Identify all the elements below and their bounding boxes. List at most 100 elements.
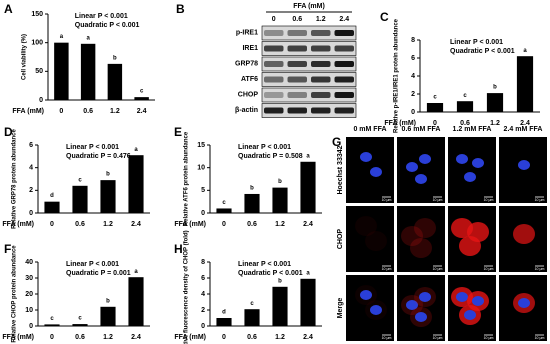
blot-band (287, 92, 307, 98)
blot-band (264, 45, 284, 52)
blot-band (287, 61, 307, 67)
nucleus (472, 296, 484, 306)
nucleus (518, 160, 530, 170)
bar (486, 93, 504, 112)
bar (100, 306, 116, 326)
blot-band (287, 45, 307, 52)
micrograph (499, 137, 547, 203)
blot-row-label: ATF6 (241, 76, 258, 83)
sig-letter: a (306, 153, 310, 159)
y-tick-label: 0 (29, 210, 33, 217)
sig-letter: a (306, 270, 310, 276)
bar (72, 324, 88, 326)
panel-label: D (4, 125, 13, 139)
panel-label: F (4, 242, 11, 256)
sig-letter: b (250, 186, 254, 192)
x-tick-label: 0 (222, 221, 226, 228)
blot-row-label: CHOP (238, 92, 259, 99)
y-axis-label: Relative ATF6 protein abundance (184, 131, 190, 226)
x-axis-label: FFA (mM) (174, 334, 206, 341)
y-tick-label: 8 (201, 259, 205, 266)
sig-letter: a (134, 269, 138, 275)
y-tick-label: 150 (31, 11, 43, 18)
x-tick-label: 0.6 (247, 334, 257, 341)
x-axis-label: FFA (mM) (2, 334, 34, 341)
micrograph (397, 137, 445, 203)
y-tick-label: 0 (201, 210, 205, 217)
x-tick-label: 1.2 (490, 120, 500, 127)
blot-band (287, 107, 307, 114)
blot-row-label: GRP78 (235, 61, 258, 68)
y-tick-label: 10 (197, 165, 205, 172)
stat-text: Quadratic P = 0.001 (66, 270, 131, 277)
stat-text: Quadratic P = 0.476 (66, 153, 131, 160)
chop-signal (365, 231, 387, 251)
y-tick-label: 4 (29, 165, 33, 172)
x-tick-label: 0 (59, 108, 63, 115)
row-label: Hoechst 33342 (337, 145, 344, 194)
sig-letter: b (113, 55, 117, 61)
y-tick-label: 2 (201, 307, 205, 314)
blot-strip (261, 41, 357, 56)
stat-text: Quadratic P < 0.001 (238, 270, 303, 277)
bar (80, 43, 96, 100)
bar (300, 161, 316, 213)
x-tick-label: 0 (433, 120, 437, 127)
sig-letter: c (78, 316, 82, 322)
blot-strip (261, 25, 357, 41)
bar (244, 309, 260, 326)
y-tick-label: 5 (201, 187, 205, 194)
y-tick-label: 50 (35, 68, 43, 75)
x-axis-label: FFA (mM) (12, 108, 44, 115)
bar (516, 56, 534, 112)
stat-text: Linear P < 0.001 (66, 261, 119, 268)
y-tick-label: 0 (201, 323, 205, 330)
y-axis-label: Relative CHOP protein abundance (12, 245, 18, 343)
bar (272, 187, 288, 213)
nucleus (415, 174, 427, 184)
sig-letter: a (60, 34, 64, 40)
bar (128, 277, 144, 326)
x-tick-label: 1.2 (103, 221, 113, 228)
sig-letter: a (134, 147, 138, 153)
x-tick-label: 1.2 (275, 334, 285, 341)
y-tick-label: 30 (25, 275, 33, 282)
nucleus (456, 292, 468, 302)
chop-signal (401, 226, 423, 246)
nucleus (370, 305, 382, 315)
sig-letter: b (278, 278, 282, 284)
sig-letter: b (106, 172, 110, 178)
x-tick-label: 0.6 (247, 221, 257, 228)
sig-letter: b (106, 298, 110, 304)
nucleus (464, 310, 476, 320)
blot-band (264, 61, 284, 67)
stat-text: Quadratic P < 0.001 (75, 22, 140, 29)
lane-label: 0 (272, 16, 276, 23)
scale-bar-label: 10 μm (484, 267, 494, 271)
blot-band (311, 76, 331, 83)
blot-strip (261, 72, 357, 87)
scale-bar-label: 10 μm (535, 336, 545, 340)
y-tick-label: 8 (411, 37, 415, 44)
blot-band (311, 92, 331, 98)
x-tick-label: 2.4 (520, 120, 530, 127)
micrograph (448, 137, 496, 203)
x-tick-label: 0.6 (75, 334, 85, 341)
scale-bar-label: 10 μm (382, 198, 392, 202)
bar (300, 278, 316, 326)
stat-text: Quadratic P < 0.001 (450, 48, 515, 55)
chop-signal (459, 236, 481, 256)
x-tick-label: 2.4 (137, 108, 147, 115)
y-tick-label: 0 (29, 323, 33, 330)
y-tick-label: 2 (29, 187, 33, 194)
blot-band (264, 30, 284, 36)
micrograph (397, 206, 445, 272)
y-tick-label: 2 (411, 91, 415, 98)
x-tick-label: 2.4 (131, 221, 141, 228)
x-tick-label: 0.6 (83, 108, 93, 115)
y-axis-label: Relative fluorescence density of CHOP (f… (184, 230, 190, 344)
panel-label: H (174, 242, 183, 256)
bar (100, 180, 116, 213)
blot-band (334, 30, 354, 36)
